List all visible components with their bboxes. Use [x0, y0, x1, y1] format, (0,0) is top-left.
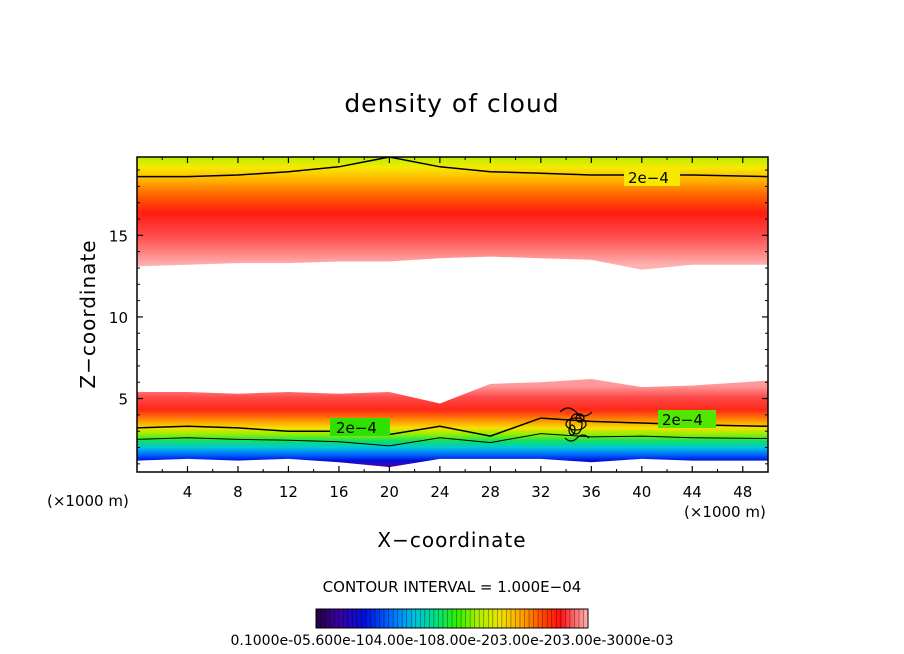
- colorbar-level-lines: [320, 609, 584, 628]
- x-tick-label: 40: [632, 483, 651, 501]
- x-tick-label: 16: [329, 483, 348, 501]
- lower-contour-label-left-bg: [330, 418, 390, 436]
- lower-secondary-contour-line: [137, 433, 768, 447]
- y-axis-label: Z−coordinate: [76, 239, 100, 388]
- plot-area: [137, 157, 768, 468]
- x-tick-label: 8: [233, 483, 243, 501]
- contour-label-upper: 2e−4: [628, 169, 669, 187]
- upper-cloud-band: [137, 157, 768, 270]
- x-tick-label: 24: [430, 483, 449, 501]
- x-tick-label: 48: [733, 483, 752, 501]
- x-tick-label: 36: [582, 483, 601, 501]
- lower-cloud-band: [137, 379, 768, 468]
- contour-label-lower-left: 2e−4: [336, 419, 377, 437]
- x-axis-ticks: 4 8 12 16 20 24 28 32 36 40 44 48: [161, 157, 752, 501]
- x-unit-left: (×1000 m): [47, 492, 129, 510]
- x-tick-label: 44: [683, 483, 702, 501]
- lower-contour-label-right-bg: [658, 410, 716, 428]
- contour-interval-text: CONTOUR INTERVAL = 1.000E−04: [323, 578, 582, 596]
- y-axis-ticks: 5 10 15: [109, 169, 768, 465]
- colorbar-labels: 0.1000e-05.600e-104.00e-108.00e-203.00e-…: [230, 633, 673, 649]
- plot-frame: [136, 156, 769, 473]
- chart-title: density of cloud: [344, 89, 559, 118]
- lower-contour-line: [137, 417, 768, 437]
- x-tick-label: 28: [481, 483, 500, 501]
- x-unit-right: (×1000 m): [684, 503, 766, 521]
- x-tick-label: 32: [531, 483, 550, 501]
- y-tick-label: 10: [109, 309, 128, 327]
- convective-contour-cluster: [559, 407, 593, 442]
- x-axis-label: X−coordinate: [377, 528, 526, 552]
- upper-contour-label-bg: [624, 168, 680, 186]
- y-tick-label: 5: [118, 391, 128, 409]
- x-tick-label: 4: [183, 483, 193, 501]
- x-tick-label: 12: [279, 483, 298, 501]
- contour-label-lower-right: 2e−4: [662, 411, 703, 429]
- x-tick-label: 20: [380, 483, 399, 501]
- y-tick-label: 15: [109, 227, 128, 245]
